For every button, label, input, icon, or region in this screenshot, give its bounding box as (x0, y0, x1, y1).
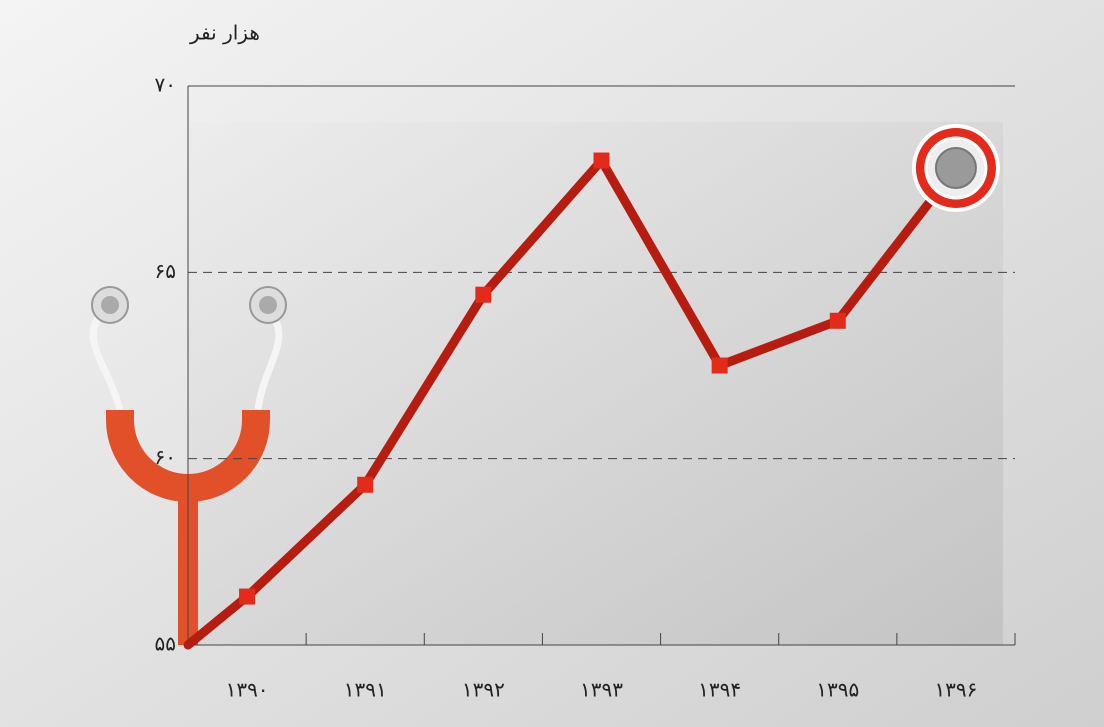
x-tick-label: ۱۳۹۵ (816, 678, 859, 702)
x-tick-label: ۱۳۹۴ (698, 678, 741, 702)
plot-panel (188, 122, 1003, 645)
x-tick-label: ۱۳۹۶ (934, 678, 977, 702)
earpiece (101, 296, 119, 314)
tube (89, 312, 124, 411)
y-tick-label: ۶۰ (155, 445, 176, 469)
tube (254, 312, 283, 411)
x-tick-label: ۱۳۹۰ (226, 678, 269, 702)
marker-core (934, 146, 977, 189)
x-tick-label: ۱۳۹۱ (344, 678, 387, 702)
marker (357, 476, 374, 493)
y-tick-label: ۵۵ (155, 632, 176, 656)
y-axis-title: هزار نفر (189, 21, 260, 45)
marker (475, 286, 492, 303)
x-tick-label: ۱۳۹۲ (462, 678, 505, 702)
marker (239, 588, 256, 605)
marker (829, 312, 846, 329)
marker (711, 357, 728, 374)
marker (593, 152, 610, 169)
x-tick-label: ۱۳۹۳ (580, 678, 623, 702)
connector (183, 592, 252, 650)
y-tick-label: ۷۰ (155, 73, 176, 97)
y-tick-label: ۶۵ (155, 259, 176, 283)
earpiece (259, 296, 277, 314)
